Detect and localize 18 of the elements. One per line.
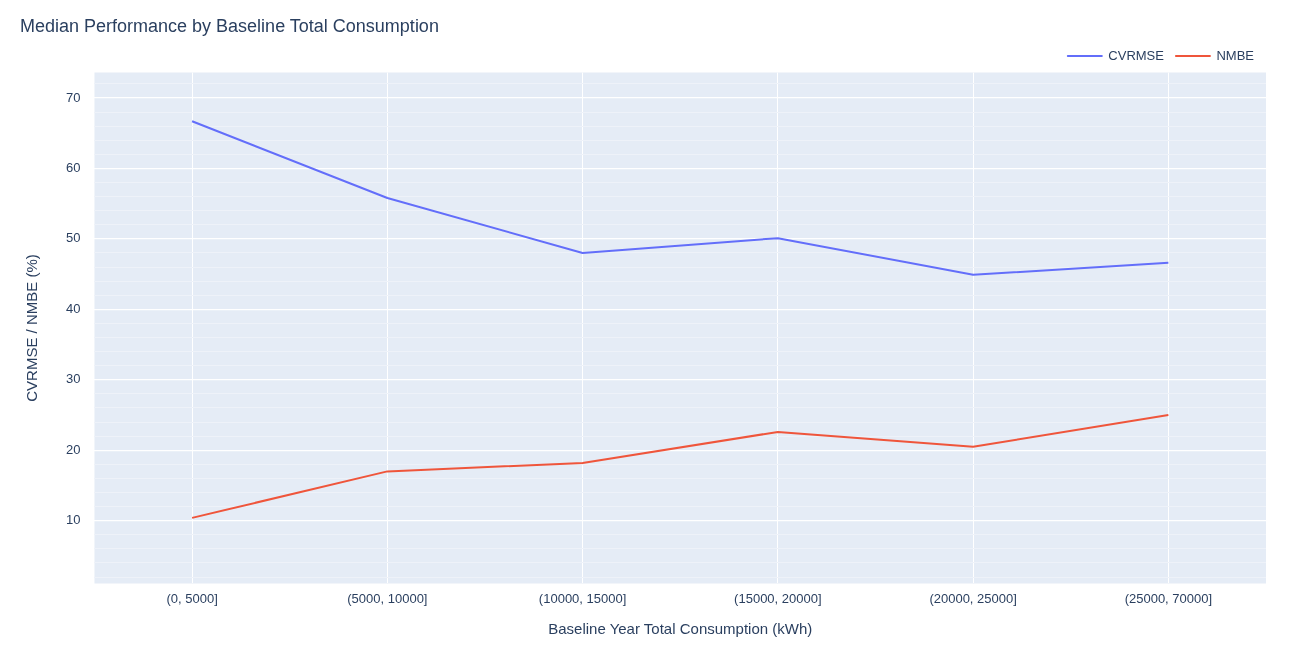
y-tick-label: 40 bbox=[65, 300, 81, 316]
x-axis-title: Baseline Year Total Consumption (kWh) bbox=[548, 620, 813, 638]
x-tick-label: (10000, 15000] bbox=[538, 590, 627, 606]
x-tick-label: (15000, 20000] bbox=[734, 590, 822, 606]
y-tick-label: 50 bbox=[65, 230, 81, 246]
y-axis-title: CVRMSE / NMBE (%) bbox=[23, 254, 41, 402]
y-tick-label: 70 bbox=[65, 89, 81, 105]
legend-label: NMBE bbox=[1216, 47, 1255, 63]
x-tick-label: (20000, 25000] bbox=[929, 590, 1017, 606]
x-tick-label: (25000, 70000] bbox=[1124, 590, 1213, 606]
y-tick-label: 20 bbox=[65, 441, 81, 457]
chart-title: Median Performance by Baseline Total Consumption bbox=[20, 15, 439, 36]
x-tick-label: (5000, 10000] bbox=[347, 590, 428, 606]
y-tick-label: 10 bbox=[65, 512, 81, 528]
x-tick-label: (0, 5000] bbox=[166, 590, 218, 606]
y-tick-label: 60 bbox=[65, 160, 81, 175]
y-tick-label: 30 bbox=[65, 371, 81, 387]
legend-label: CVRMSE bbox=[1108, 47, 1165, 63]
